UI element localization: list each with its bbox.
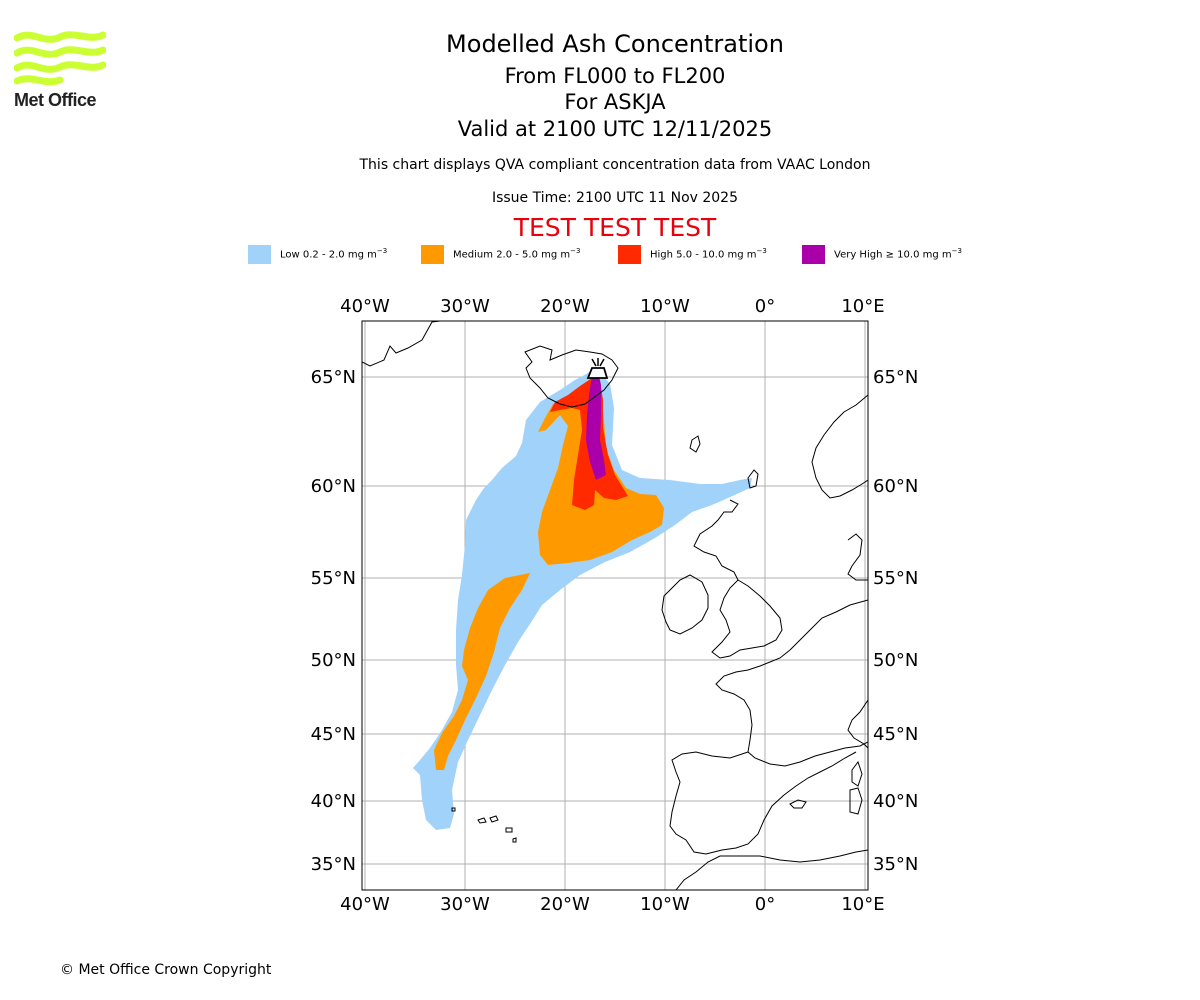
lon-tick-label: 10°E — [841, 296, 884, 317]
lon-tick-label: 40°W — [340, 894, 390, 915]
valid-time: Valid at 2100 UTC 12/11/2025 — [457, 117, 773, 141]
lon-tick-label: 30°W — [440, 296, 490, 317]
chart-title: Modelled Ash Concentration — [446, 30, 784, 58]
lat-tick-label: 35°N — [311, 854, 356, 875]
coast-faroe — [689, 435, 701, 453]
lon-tick-label: 0° — [755, 894, 775, 915]
coast-scotland — [693, 499, 739, 581]
legend-item-high: High 5.0 - 10.0 mg m−3 — [618, 244, 767, 264]
lat-tick-label: 55°N — [311, 568, 356, 589]
lon-tick-label: 20°W — [540, 894, 590, 915]
coast-italy — [847, 699, 868, 749]
coast-ireland — [661, 574, 709, 635]
ash-medium-area-south — [434, 573, 530, 770]
coast-iberia — [669, 751, 857, 855]
coast-madeira — [451, 807, 456, 812]
logo-wordmark: Met Office — [14, 90, 97, 110]
legend-item-low: Low 0.2 - 2.0 mg m−3 — [248, 244, 387, 264]
concentration-legend: Low 0.2 - 2.0 mg m−3 Medium 2.0 - 5.0 mg… — [248, 244, 1008, 264]
coast-greenland — [362, 321, 441, 367]
issue-time: Issue Time: 2100 UTC 11 Nov 2025 — [491, 190, 739, 206]
volcano-icon — [586, 358, 609, 379]
volcano-name: For ASKJA — [564, 90, 666, 114]
chart-description: This chart displays QVA compliant concen… — [359, 157, 871, 173]
lat-tick-label: 60°N — [311, 476, 356, 497]
lat-tick-label: 65°N — [873, 367, 918, 388]
longitude-labels-bottom: 40°W 30°W 20°W 10°W 0° 10°E — [340, 894, 884, 915]
coastlines — [362, 321, 868, 890]
lon-tick-label: 10°W — [640, 296, 690, 317]
lon-tick-label: 30°W — [440, 894, 490, 915]
coast-corsica-sardinia — [849, 760, 863, 815]
lat-tick-label: 50°N — [873, 650, 918, 671]
lon-tick-label: 20°W — [540, 296, 590, 317]
coast-denmark — [847, 533, 868, 581]
legend-item-medium: Medium 2.0 - 5.0 mg m−3 — [421, 244, 581, 264]
lon-tick-label: 10°W — [640, 894, 690, 915]
lat-tick-label: 50°N — [311, 650, 356, 671]
lat-tick-label: 40°N — [873, 791, 918, 812]
lat-tick-label: 35°N — [873, 854, 918, 875]
test-banner: TEST TEST TEST — [513, 213, 717, 242]
coast-north-africa — [675, 849, 868, 890]
ash-very-high-area — [586, 372, 606, 480]
legend-item-very-high: Very High ≥ 10.0 mg m−3 — [802, 244, 962, 264]
ash-map: 40°W 30°W 20°W 10°W 0° 10°E 40°W 30°W 20… — [311, 296, 919, 915]
map-frame — [361, 320, 869, 891]
coast-norway — [811, 394, 868, 499]
coast-azores — [477, 815, 517, 843]
lon-tick-label: 40°W — [340, 296, 390, 317]
copyright-notice: © Met Office Crown Copyright — [60, 962, 272, 978]
lat-tick-label: 45°N — [873, 724, 918, 745]
longitude-labels-top: 40°W 30°W 20°W 10°W 0° 10°E — [340, 296, 884, 317]
legend-swatch-medium — [421, 244, 444, 264]
lat-tick-label: 65°N — [311, 367, 356, 388]
coast-great-britain — [711, 579, 783, 659]
legend-swatch-very-high — [802, 244, 825, 264]
lat-tick-label: 45°N — [311, 724, 356, 745]
coast-iceland — [524, 345, 619, 408]
met-office-logo: Met Office — [13, 30, 107, 112]
lon-tick-label: 0° — [755, 296, 775, 317]
ash-low-area — [413, 372, 752, 830]
lon-tick-label: 10°E — [841, 894, 884, 915]
legend-swatch-low — [248, 244, 271, 264]
lat-tick-label: 40°N — [311, 791, 356, 812]
legend-swatch-high — [618, 244, 641, 264]
latitude-labels-left: 65°N 60°N 55°N 50°N 45°N 40°N 35°N — [311, 367, 356, 875]
coast-netherlands-belgium — [789, 599, 868, 651]
met-office-waves-icon — [13, 31, 107, 86]
coast-shetland — [747, 469, 759, 489]
lat-tick-label: 60°N — [873, 476, 918, 497]
coast-france — [715, 649, 868, 767]
latitude-labels-right: 65°N 60°N 55°N 50°N 45°N 40°N 35°N — [873, 367, 918, 875]
flight-levels: From FL000 to FL200 — [504, 64, 726, 88]
lat-tick-label: 55°N — [873, 568, 918, 589]
coast-balearics — [789, 799, 807, 809]
